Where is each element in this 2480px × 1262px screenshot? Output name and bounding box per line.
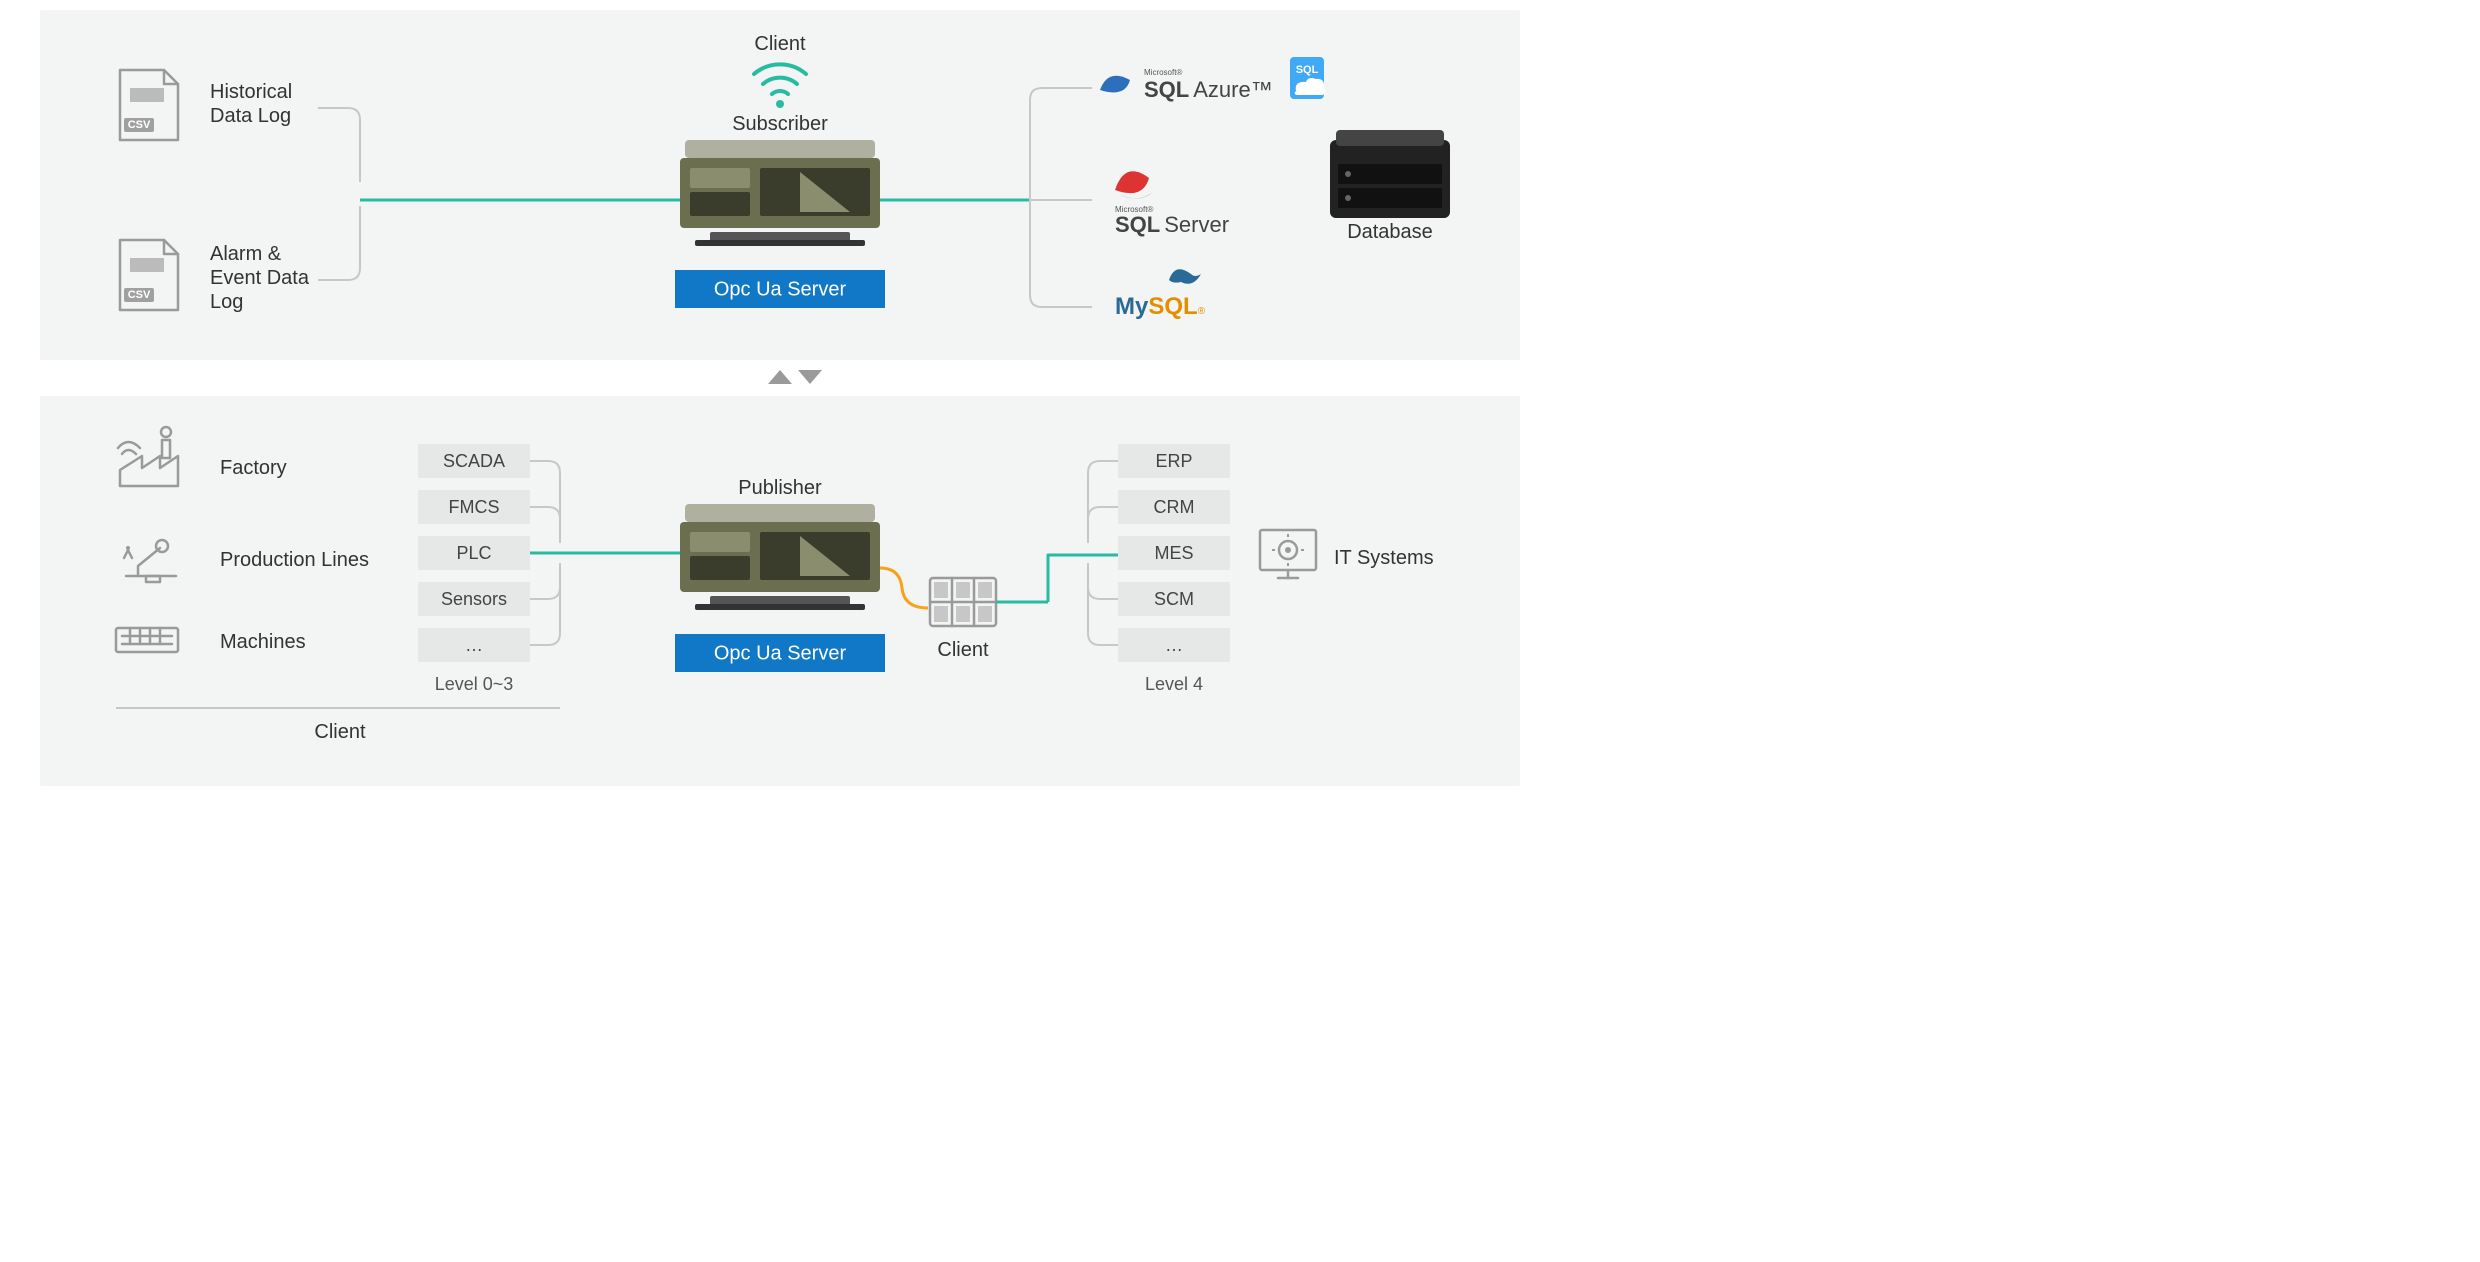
orange-link	[880, 568, 928, 608]
sql-azure-logo-icon: Microsoft® SQLAzure™ SQL	[1100, 57, 1326, 102]
rg1	[1088, 461, 1118, 543]
tag-scm: SCM	[1154, 589, 1194, 609]
client-left-label: Client	[314, 721, 366, 743]
client-label: Client	[754, 33, 806, 55]
rg2	[1088, 507, 1118, 543]
factory-label: Factory	[220, 457, 287, 479]
conn-db-1	[1030, 88, 1092, 200]
rg5	[1088, 563, 1118, 645]
subscriber-label: Subscriber	[732, 113, 828, 135]
left-tags: SCADA FMCS PLC Sensors …	[418, 444, 530, 662]
it-label: IT Systems	[1334, 547, 1434, 569]
svg-text:CSV: CSV	[128, 289, 151, 301]
top-diagram: CSV Historical Data Log CSV Alarm & Even…	[40, 10, 1520, 360]
vertical-arrows-icon	[40, 364, 1520, 392]
sql-server-logo-icon: Microsoft® SQLServer	[1115, 171, 1229, 237]
lg5	[530, 563, 560, 645]
it-systems-icon	[1260, 530, 1316, 578]
conn-csv1	[318, 108, 360, 182]
svg-text:SQL: SQL	[1296, 64, 1319, 76]
client-grid-icon	[930, 578, 996, 626]
mysql-logo-icon: MySQL®	[1115, 269, 1206, 320]
opc-label-top: Opc Ua Server	[714, 278, 847, 300]
machines-label: Machines	[220, 631, 306, 653]
csv-icon-2: CSV	[120, 240, 178, 310]
rg4	[1088, 563, 1118, 599]
svg-text:CSV: CSV	[128, 119, 151, 131]
tag-plc: PLC	[456, 543, 491, 563]
svg-text:SQLAzure™: SQLAzure™	[1144, 77, 1273, 102]
factory-icon	[118, 427, 178, 486]
tag-fmcs: FMCS	[449, 497, 500, 517]
bottom-diagram: Factory Production Lines Machines SCADA …	[40, 396, 1520, 786]
csv1-label-1: Historical	[210, 81, 292, 103]
production-label: Production Lines	[220, 549, 369, 571]
conn-db-3	[1030, 200, 1092, 307]
right-tags: ERP CRM MES SCM …	[1118, 444, 1230, 662]
csv2-label-3: Log	[210, 291, 243, 313]
database-device-icon	[1330, 130, 1450, 218]
lg1	[530, 461, 560, 543]
opc-label-bottom: Opc Ua Server	[714, 642, 847, 664]
top-panel: CSV Historical Data Log CSV Alarm & Even…	[40, 10, 1520, 360]
tag-ell: …	[465, 635, 483, 655]
tag-scada: SCADA	[443, 451, 505, 471]
wifi-icon	[754, 64, 806, 108]
tag-mes: MES	[1154, 543, 1193, 563]
tag-erp: ERP	[1155, 451, 1192, 471]
production-lines-icon	[124, 540, 176, 582]
bottom-panel: Factory Production Lines Machines SCADA …	[40, 396, 1520, 786]
publisher-label: Publisher	[738, 477, 822, 499]
tag-crm: CRM	[1154, 497, 1195, 517]
device-publisher-icon	[680, 504, 880, 610]
level-left: Level 0~3	[435, 674, 514, 694]
client-mid-label: Client	[937, 639, 989, 661]
machines-icon	[116, 628, 178, 652]
level-right: Level 4	[1145, 674, 1203, 694]
device-subscriber-icon	[680, 140, 880, 246]
svg-text:MySQL®: MySQL®	[1115, 293, 1206, 320]
svg-text:Microsoft®: Microsoft®	[1144, 68, 1182, 77]
database-label: Database	[1347, 221, 1433, 243]
conn-csv2	[318, 206, 360, 280]
csv2-label-1: Alarm &	[210, 243, 282, 265]
lg4	[530, 563, 560, 599]
teal-right2	[1048, 555, 1118, 602]
tag-ell-r: …	[1165, 635, 1183, 655]
csv1-label-2: Data Log	[210, 105, 291, 127]
tag-sensors: Sensors	[441, 589, 507, 609]
csv-icon-1: CSV	[120, 70, 178, 140]
svg-text:SQLServer: SQLServer	[1115, 212, 1229, 237]
lg2	[530, 507, 560, 543]
csv2-label-2: Event Data	[210, 267, 310, 289]
